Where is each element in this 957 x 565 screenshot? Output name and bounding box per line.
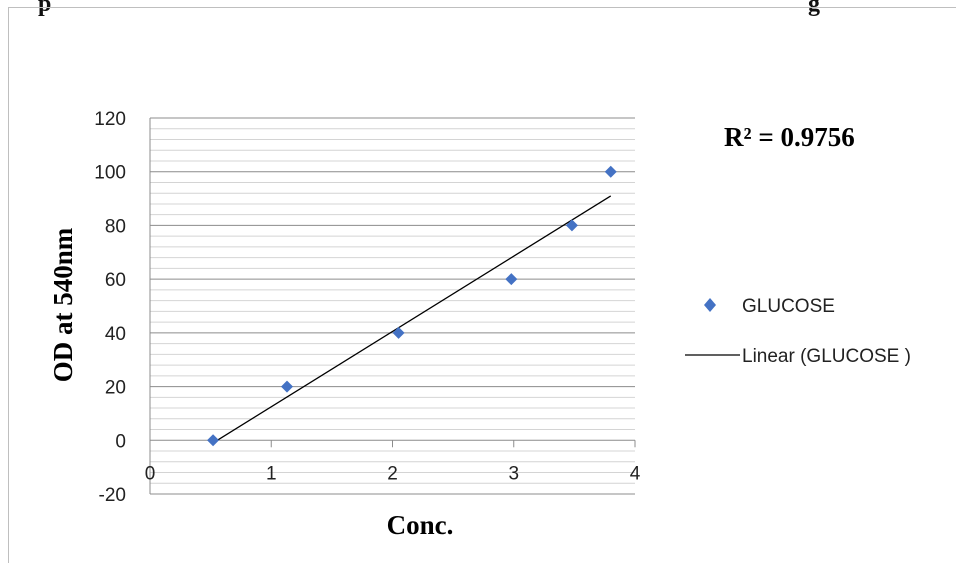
x-tick-label: 1	[266, 463, 277, 484]
y-tick-label: 0	[115, 431, 126, 452]
data-point	[392, 326, 405, 339]
x-tick-label: 0	[145, 463, 156, 484]
x-axis-title: Conc.	[387, 510, 454, 540]
x-tick-label: 4	[630, 463, 641, 484]
data-point	[281, 380, 294, 393]
data-points	[207, 165, 617, 447]
data-point	[505, 273, 518, 286]
x-tick-label: 3	[508, 463, 519, 484]
data-point	[207, 434, 220, 447]
legend-trendline-label: Linear (GLUCOSE )	[742, 346, 911, 367]
y-tick-label: -20	[99, 485, 126, 506]
data-point	[604, 165, 617, 178]
legend-diamond-marker	[704, 298, 716, 312]
y-tick-label: 80	[105, 216, 126, 237]
r-squared-annotation: R² = 0.9756	[724, 122, 855, 152]
chart-area	[8, 7, 956, 563]
y-tick-label: 60	[105, 270, 126, 291]
y-axis-title: OD at 540nm	[48, 227, 78, 382]
axes	[149, 118, 636, 494]
y-tick-label: 40	[105, 324, 126, 345]
y-tick-label: 20	[105, 378, 126, 399]
x-tick-labels: 0 1 2 3 4	[145, 463, 641, 484]
data-point	[565, 219, 578, 232]
legend-series-label: GLUCOSE	[742, 296, 835, 317]
x-tick-label: 2	[387, 463, 398, 484]
y-tick-label: 100	[94, 163, 126, 184]
major-gridlines	[150, 117, 635, 495]
y-tick-labels: -20 0 20 40 60 80 100 120	[94, 109, 126, 506]
y-tick-label: 120	[94, 109, 126, 130]
trendline-segment	[212, 195, 612, 444]
trendline	[212, 195, 612, 444]
legend: GLUCOSE Linear (GLUCOSE )	[685, 296, 911, 367]
minor-gridlines	[150, 128, 635, 484]
